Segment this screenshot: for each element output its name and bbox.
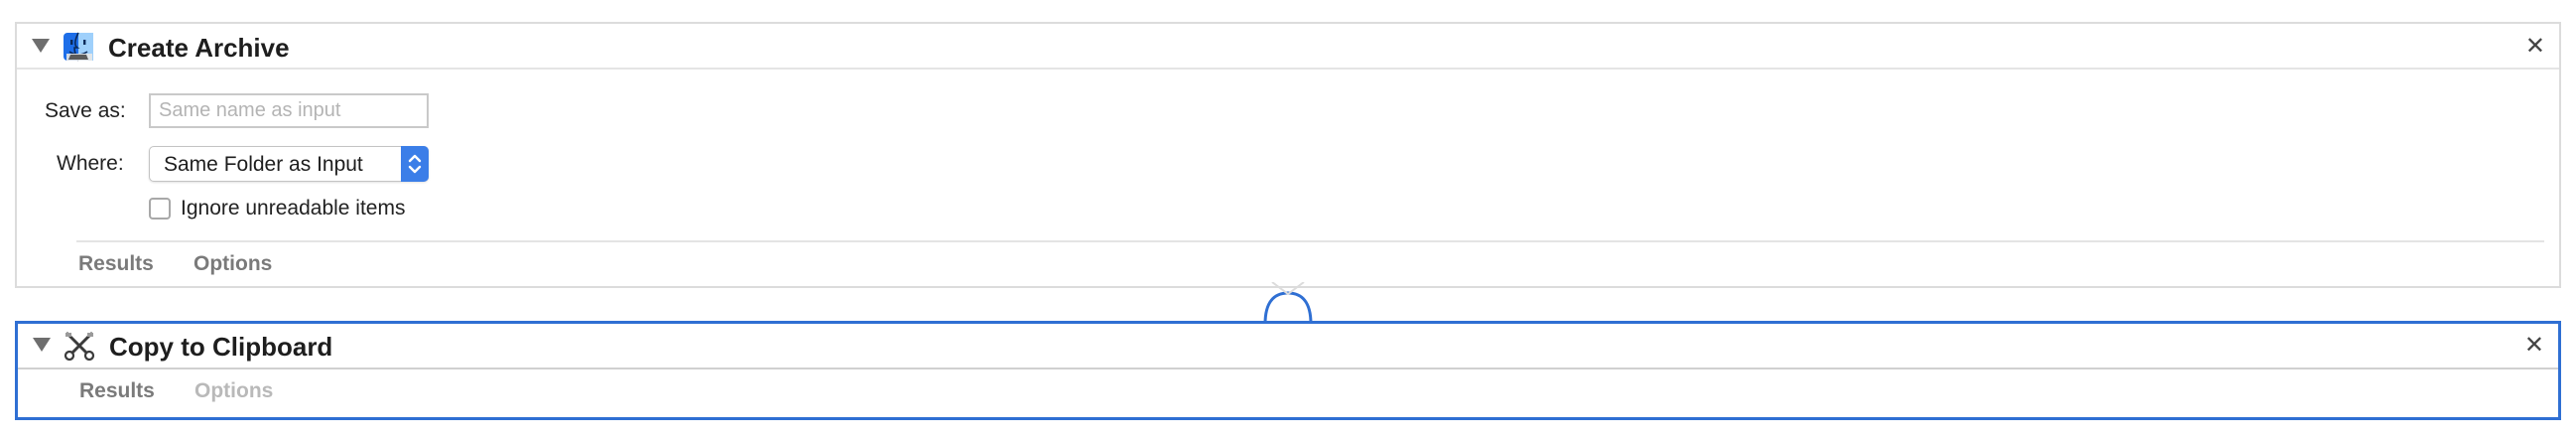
action-create-archive[interactable]: Create Archive ✕ Save as: Where: Same Fo… [15,22,2561,288]
action-title: Copy to Clipboard [109,332,333,362]
where-popup-value: Same Folder as Input [164,153,363,176]
disclosure-triangle-icon[interactable] [32,39,50,53]
save-as-input[interactable] [149,93,429,128]
save-as-label: Save as: [45,99,126,122]
disclosure-triangle-icon[interactable] [33,338,51,352]
popup-stepper[interactable] [401,146,429,182]
ignore-unreadable-checkbox[interactable] [149,198,171,220]
ignore-unreadable-label[interactable]: Ignore unreadable items [181,197,406,220]
tab-results[interactable]: Results [79,379,155,402]
where-popup-button[interactable]: Same Folder as Input [149,146,429,182]
scissors-icon [64,332,95,361]
close-icon[interactable]: ✕ [2524,33,2545,60]
divider [76,240,2544,242]
tab-options[interactable]: Options [193,252,273,275]
action-connector-icon [1260,282,1316,326]
action-title: Create Archive [108,33,290,63]
chevron-up-down-icon [408,154,422,174]
close-icon[interactable]: ✕ [2523,332,2544,359]
where-label: Where: [57,152,124,175]
finder-icon [64,32,93,62]
action-copy-to-clipboard[interactable]: Copy to Clipboard ✕ Results Options [15,321,2561,420]
action-header[interactable]: Copy to Clipboard ✕ [18,324,2558,369]
tab-results[interactable]: Results [78,252,154,275]
action-header[interactable]: Create Archive ✕ [17,24,2559,70]
tab-options: Options [194,379,274,402]
